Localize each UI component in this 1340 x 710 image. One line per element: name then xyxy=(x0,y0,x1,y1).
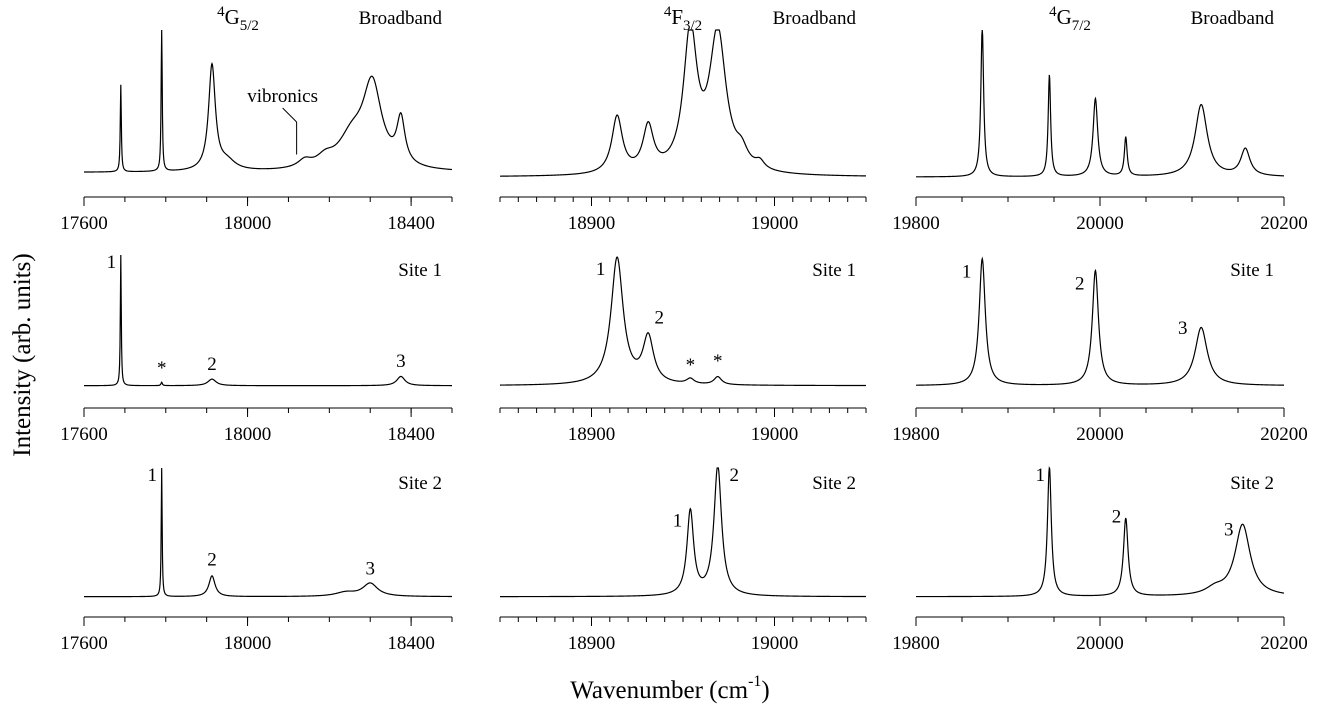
tick-label: 19800 xyxy=(892,633,940,654)
spectrum-line xyxy=(916,29,1285,178)
state-heading: 4G5/2 xyxy=(217,4,259,34)
peak-label: 3 xyxy=(396,351,406,372)
peak-label: 1 xyxy=(962,261,972,282)
panel-label: Site 2 xyxy=(398,473,442,494)
tick-label: 19000 xyxy=(751,213,799,234)
peak-label: * xyxy=(713,351,723,372)
peak-label: 3 xyxy=(1178,318,1188,339)
spectrum-line xyxy=(83,29,453,173)
annotation-pointer xyxy=(282,107,297,123)
tick-label: 18900 xyxy=(568,213,616,234)
y-axis-title: Intensity (arb. units) xyxy=(9,253,36,456)
panel-2-2: 18900 19000 Site 1 1 2 * * xyxy=(499,256,867,445)
spectrum-line xyxy=(916,256,1284,386)
state-heading-superscript: 4 xyxy=(217,4,225,20)
x-axis-title-close: ) xyxy=(761,677,769,704)
state-heading-superscript: 4 xyxy=(1049,4,1057,20)
tick-label: 19800 xyxy=(892,213,940,234)
column-2: 4F3/2 18900 19000 Broadband 18900 19000 Site 1… xyxy=(499,4,867,654)
x-axis-title: Wavenumber (cm-1) xyxy=(570,673,769,704)
panel-3-3: 19800 20000 20200 Site 2 1 2 3 xyxy=(892,465,1308,654)
tick-label: 20200 xyxy=(1260,633,1308,654)
peak-label: 2 xyxy=(1075,273,1085,294)
peak-label: 2 xyxy=(729,465,739,486)
tick-label: 20200 xyxy=(1260,424,1308,445)
tick-label: 19000 xyxy=(751,424,799,445)
panel-1-1: 17600 18000 18400 Broadband vibronics xyxy=(60,8,453,234)
column-3: 4G7/2 19800 20000 20200 Broadband 19800 20000 2… xyxy=(892,4,1308,654)
state-heading-superscript: 4 xyxy=(664,4,672,20)
tick-label: 18900 xyxy=(568,424,616,445)
state-heading-term: G xyxy=(1057,5,1072,29)
panel-1-3: 17600 18000 18400 Site 2 1 2 3 xyxy=(60,465,453,654)
peak-label: 2 xyxy=(654,308,664,329)
panel-3-2: 19800 20000 20200 Site 1 1 2 3 xyxy=(892,256,1308,445)
tick-label: 17600 xyxy=(60,213,108,234)
panel-label: Broadband xyxy=(773,8,857,29)
panel-3-1: 19800 20000 20200 Broadband xyxy=(892,8,1308,234)
tick-label: 17600 xyxy=(60,424,108,445)
peak-label: 3 xyxy=(1224,520,1234,541)
spectrum-line xyxy=(84,254,452,387)
tick-label: 20000 xyxy=(1076,424,1124,445)
peak-label: 1 xyxy=(673,511,683,532)
state-heading-subscript: 5/2 xyxy=(240,18,259,34)
tick-label: 18400 xyxy=(387,424,435,445)
tick-label: 18400 xyxy=(387,213,435,234)
annotation-label: vibronics xyxy=(247,86,318,107)
panel-label: Site 1 xyxy=(1230,260,1274,281)
panel-label: Broadband xyxy=(359,8,443,29)
peak-label: 2 xyxy=(207,550,217,571)
panel-label: Broadband xyxy=(1191,8,1275,29)
tick-label: 19000 xyxy=(751,633,799,654)
peak-label: 2 xyxy=(1112,507,1122,528)
state-heading-subscript: 3/2 xyxy=(683,18,702,34)
panel-label: Site 1 xyxy=(398,260,442,281)
peak-label: 1 xyxy=(107,252,117,273)
spectrum-line xyxy=(916,466,1285,598)
state-heading: 4F3/2 xyxy=(664,4,702,34)
spectrum-line xyxy=(500,467,866,598)
spectrum-line xyxy=(499,29,867,177)
tick-label: 19800 xyxy=(892,424,940,445)
spectrum-line xyxy=(84,467,452,598)
tick-label: 17600 xyxy=(60,633,108,654)
state-heading-subscript: 7/2 xyxy=(1072,18,1091,34)
peak-label: 1 xyxy=(596,259,606,280)
panel-label: Site 1 xyxy=(812,260,856,281)
spectrum-line xyxy=(500,256,866,387)
tick-label: 18000 xyxy=(224,213,272,234)
panel-label: Site 2 xyxy=(1230,473,1274,494)
state-heading-term: F xyxy=(671,5,683,29)
tick-label: 18000 xyxy=(224,633,272,654)
x-axis-title-unit-exponent: -1 xyxy=(748,673,761,690)
panel-2-1: 18900 19000 Broadband xyxy=(499,8,867,234)
tick-label: 20200 xyxy=(1260,213,1308,234)
panel-2-3: 18900 19000 Site 2 1 2 xyxy=(499,465,867,654)
tick-label: 18400 xyxy=(387,633,435,654)
tick-label: 18900 xyxy=(568,633,616,654)
peak-label: 2 xyxy=(207,354,217,375)
panel-label: Site 2 xyxy=(812,473,856,494)
peak-label: 1 xyxy=(148,465,158,486)
state-heading-term: G xyxy=(225,5,240,29)
peak-label: 3 xyxy=(365,559,375,580)
tick-label: 20000 xyxy=(1076,213,1124,234)
tick-label: 18000 xyxy=(224,424,272,445)
peak-label: * xyxy=(157,358,167,379)
peak-label: * xyxy=(686,355,696,376)
panel-1-2: 17600 18000 18400 Site 1 1 * 2 3 xyxy=(60,252,453,445)
state-heading: 4G7/2 xyxy=(1049,4,1091,34)
x-axis-title-main: Wavenumber (cm xyxy=(570,677,748,704)
tick-label: 20000 xyxy=(1076,633,1124,654)
peak-label: 1 xyxy=(1035,465,1045,486)
